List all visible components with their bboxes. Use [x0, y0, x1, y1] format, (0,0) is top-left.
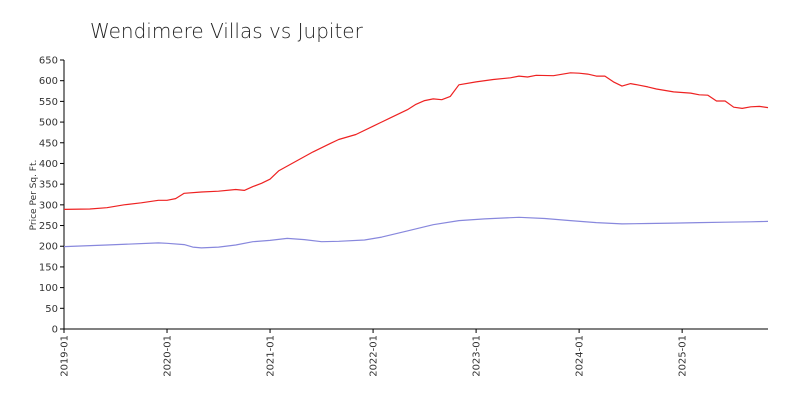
y-tick-label: 300	[39, 200, 58, 211]
x-tick-label: 2025-01	[678, 335, 689, 377]
x-tick-label: 2023-01	[472, 335, 483, 377]
y-tick-label: 50	[45, 304, 58, 315]
y-tick-label: 250	[39, 221, 58, 232]
y-axis-label: Price Per Sq. Ft.	[29, 160, 39, 231]
chart-title: Wendimere Villas vs Jupiter	[90, 19, 364, 43]
x-tick-label: 2022-01	[369, 335, 380, 377]
x-tick-label: 2024-01	[575, 335, 586, 377]
x-axis: 2019-01 2020-01 2021-01 2022-01 2023-01 2024-…	[60, 328, 768, 377]
y-tick-label: 500	[39, 118, 58, 129]
y-axis: 0 50 100 150 200 250 300 350 400 450 500 550 600 650	[39, 56, 65, 336]
y-tick-label: 650	[39, 56, 58, 67]
y-tick-label: 600	[39, 76, 58, 87]
y-tick-label: 200	[39, 242, 58, 253]
series-line-2	[63, 216, 769, 249]
y-tick-label: 350	[39, 180, 58, 191]
y-tick-label: 150	[39, 262, 58, 273]
y-tick-label: 400	[39, 159, 58, 170]
y-tick-label: 0	[52, 325, 58, 336]
x-tick-label: 2021-01	[266, 335, 277, 377]
x-tick-label: 2019-01	[60, 335, 71, 377]
x-tick-label: 2020-01	[163, 335, 174, 377]
y-tick-label: 450	[39, 138, 58, 149]
y-tick-label: 550	[39, 97, 58, 108]
series-line-1	[63, 72, 769, 210]
y-tick-label: 100	[39, 283, 58, 294]
series-layer	[63, 72, 769, 249]
